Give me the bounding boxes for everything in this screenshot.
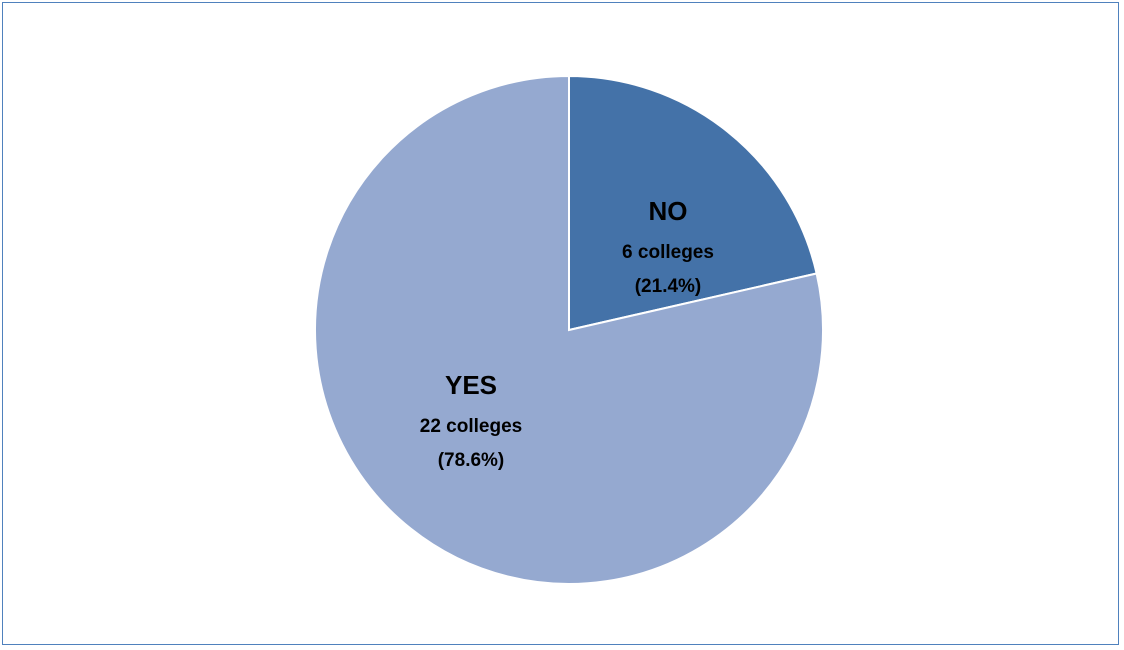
pie-labels: NO 6 colleges (21.4%) YES 22 colleges (78.6%) [420, 196, 714, 471]
slice-label-category-no: NO [649, 196, 688, 226]
pie-slice-no [568, 74, 818, 332]
pie-chart: NO 6 colleges (21.4%) YES 22 colleges (78.6%) [314, 74, 824, 585]
slice-label-percent-yes: (78.6%) [438, 450, 505, 471]
slice-label-category-yes: YES [445, 370, 497, 400]
slice-label-count-yes: 22 colleges [420, 416, 522, 437]
pie-slice-yes [314, 74, 824, 585]
slice-label-percent-no: (21.4%) [635, 276, 702, 297]
slice-label-count-no: 6 colleges [622, 242, 714, 263]
pie-slices [314, 74, 824, 585]
